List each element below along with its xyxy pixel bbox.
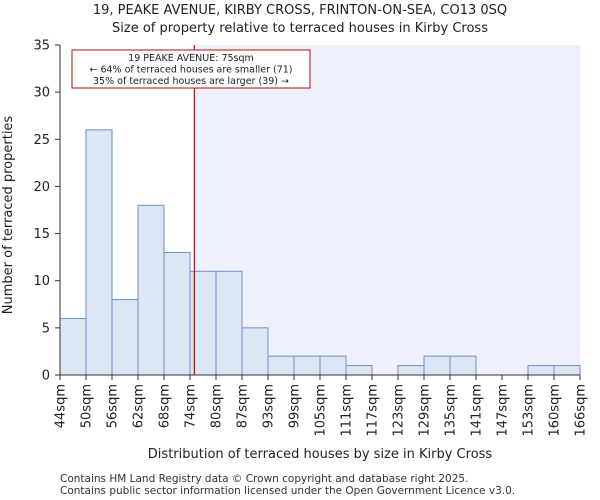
x-tick-label: 160sqm bbox=[548, 384, 563, 437]
x-tick-label: 68sqm bbox=[158, 384, 173, 428]
x-tick-label: 93sqm bbox=[262, 384, 277, 428]
y-tick-label: 30 bbox=[33, 86, 50, 101]
y-tick-label: 25 bbox=[33, 133, 50, 148]
chart-title: 19, PEAKE AVENUE, KIRBY CROSS, FRINTON-O… bbox=[92, 3, 508, 18]
x-tick-label: 111sqm bbox=[340, 384, 355, 437]
x-tick-label: 105sqm bbox=[314, 384, 329, 437]
x-tick-label: 50sqm bbox=[80, 384, 95, 428]
x-tick-label: 99sqm bbox=[288, 384, 303, 428]
histogram-bar bbox=[449, 355, 477, 376]
y-tick-label: 10 bbox=[33, 274, 50, 289]
y-tick-label: 35 bbox=[33, 39, 50, 54]
histogram-bar bbox=[215, 270, 243, 376]
histogram-bar bbox=[241, 327, 269, 376]
y-tick-label: 15 bbox=[33, 227, 50, 242]
histogram-bar bbox=[293, 355, 321, 376]
histogram-bar bbox=[345, 365, 373, 376]
x-tick-label: 141sqm bbox=[470, 384, 485, 437]
histogram-bar bbox=[85, 129, 113, 376]
annotation-line-1: 19 PEAKE AVENUE: 75sqm bbox=[128, 53, 254, 64]
chart-subtitle: Size of property relative to terraced ho… bbox=[112, 21, 488, 36]
x-tick-label: 166sqm bbox=[574, 384, 589, 437]
x-tick-label: 62sqm bbox=[132, 384, 147, 428]
histogram-bar bbox=[423, 355, 451, 376]
histogram-bar bbox=[137, 204, 165, 376]
histogram-bar bbox=[163, 251, 191, 376]
annotation-line-3: 35% of terraced houses are larger (39) → bbox=[93, 76, 289, 87]
footer-copyright: Contains HM Land Registry data © Crown c… bbox=[60, 473, 469, 485]
histogram-bar bbox=[527, 365, 555, 376]
histogram-bar bbox=[111, 299, 139, 376]
x-axis-label: Distribution of terraced houses by size … bbox=[148, 447, 493, 462]
histogram-bar bbox=[553, 365, 581, 376]
y-axis-label: Number of terraced properties bbox=[1, 116, 16, 315]
x-tick-label: 147sqm bbox=[496, 384, 511, 437]
x-tick-label: 56sqm bbox=[106, 384, 121, 428]
x-tick-label: 44sqm bbox=[54, 384, 69, 428]
x-tick-label: 80sqm bbox=[210, 384, 225, 428]
x-tick-label: 123sqm bbox=[392, 384, 407, 437]
x-tick-label: 87sqm bbox=[236, 384, 251, 428]
x-tick-label: 74sqm bbox=[184, 384, 199, 428]
histogram-bar bbox=[267, 355, 295, 376]
histogram-bar bbox=[59, 317, 87, 376]
annotation-line-2: ← 64% of terraced houses are smaller (71… bbox=[89, 65, 292, 76]
footer-licence: Contains public sector information licen… bbox=[60, 485, 516, 497]
x-tick-label: 117sqm bbox=[366, 384, 381, 437]
larger-region-shade bbox=[194, 45, 581, 375]
y-tick-label: 0 bbox=[42, 369, 50, 384]
histogram-bar bbox=[319, 355, 347, 376]
y-tick-label: 5 bbox=[42, 321, 50, 336]
x-tick-label: 153sqm bbox=[522, 384, 537, 437]
x-tick-label: 129sqm bbox=[418, 384, 433, 437]
y-tick-label: 20 bbox=[33, 180, 50, 195]
annotation-box bbox=[71, 49, 311, 89]
histogram-bar bbox=[397, 365, 425, 376]
x-tick-label: 135sqm bbox=[444, 384, 459, 437]
